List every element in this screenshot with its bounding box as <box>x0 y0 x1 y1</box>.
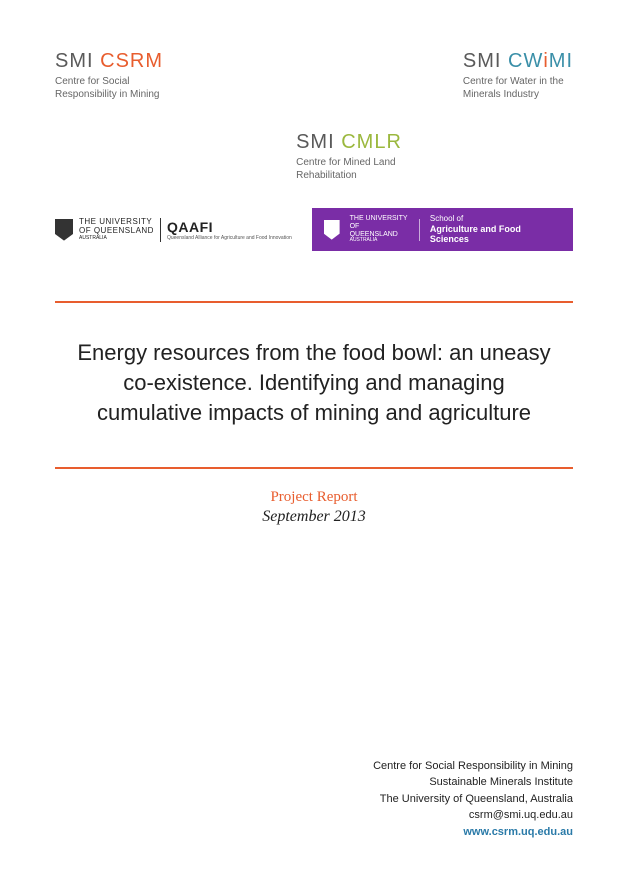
footer-contact: Centre for Social Responsibility in Mini… <box>373 758 573 841</box>
footer-line: Sustainable Minerals Institute <box>373 774 573 791</box>
divider <box>160 218 161 242</box>
qaafi-sub: Queensland Alliance for Agriculture and … <box>167 235 292 241</box>
brand-prefix: SMI <box>463 50 502 72</box>
footer-line: Centre for Social Responsibility in Mini… <box>373 758 573 775</box>
logo-subtitle: Centre for Mined Land Rehabilitation <box>296 156 402 182</box>
uq-line: OF QUEENSLAND <box>350 223 409 238</box>
document-title: Energy resources from the food bowl: an … <box>75 338 553 427</box>
logos-row-1: SMI CSRM Centre for Social Responsibilit… <box>55 50 573 101</box>
report-label: Project Report <box>55 489 573 506</box>
uq-crest-icon <box>55 219 73 241</box>
uq-line: THE UNIVERSITY <box>350 215 409 223</box>
report-date: September 2013 <box>55 508 573 526</box>
divider <box>419 219 420 241</box>
divider-bottom <box>55 467 573 469</box>
school-line: School of <box>430 214 561 224</box>
logo-uq-qaafi: THE UNIVERSITY OF QUEENSLAND AUSTRALIA Q… <box>55 218 292 242</box>
brand-part: MI <box>549 50 573 72</box>
uq-text: THE UNIVERSITY OF QUEENSLAND AUSTRALIA <box>79 218 154 241</box>
brand-main: CSRM <box>100 50 163 72</box>
logo-smi-cwimi: SMI CWiMI Centre for Water in the Minera… <box>463 50 573 101</box>
subtitle-line: Centre for Social <box>55 75 163 88</box>
school-line: Agriculture and Food Sciences <box>430 224 561 246</box>
school-text: School of Agriculture and Food Sciences <box>430 214 561 245</box>
qaafi-text: QAAFI Queensland Alliance for Agricultur… <box>167 219 292 241</box>
title-block: Energy resources from the food bowl: an … <box>55 303 573 467</box>
logo-subtitle: Centre for Water in the Minerals Industr… <box>463 75 573 101</box>
footer-website: www.csrm.uq.edu.au <box>373 824 573 841</box>
subtitle-line: Centre for Mined Land <box>296 156 402 169</box>
brand-prefix: SMI <box>55 50 94 72</box>
logos-row-2: SMI CMLR Centre for Mined Land Rehabilit… <box>125 131 573 183</box>
subtitle-line: Minerals Industry <box>463 88 573 101</box>
logo-text: SMI CSRM <box>55 50 163 73</box>
logo-text: SMI CWiMI <box>463 50 573 73</box>
logo-text: SMI CMLR <box>296 131 402 154</box>
footer-line: The University of Queensland, Australia <box>373 791 573 808</box>
uq-line: AUSTRALIA <box>79 236 154 242</box>
logo-uq-agriculture: THE UNIVERSITY OF QUEENSLAND AUSTRALIA S… <box>312 208 573 251</box>
subtitle-line: Centre for Water in the <box>463 75 573 88</box>
logos-row-3: THE UNIVERSITY OF QUEENSLAND AUSTRALIA Q… <box>55 208 573 251</box>
subtitle-line: Rehabilitation <box>296 169 402 182</box>
qaafi-word: QAAFI <box>167 219 292 235</box>
logo-smi-cmlr: SMI CMLR Centre for Mined Land Rehabilit… <box>296 131 402 182</box>
logo-subtitle: Centre for Social Responsibility in Mini… <box>55 75 163 101</box>
brand-prefix: SMI <box>296 131 335 153</box>
subtitle-line: Responsibility in Mining <box>55 88 163 101</box>
uq-text: THE UNIVERSITY OF QUEENSLAND AUSTRALIA <box>350 215 409 244</box>
uq-line: AUSTRALIA <box>350 238 409 244</box>
report-meta: Project Report September 2013 <box>55 489 573 526</box>
brand-part: CW <box>508 50 543 72</box>
brand-main: CMLR <box>341 131 402 153</box>
footer-email: csrm@smi.uq.edu.au <box>373 807 573 824</box>
logo-smi-csrm: SMI CSRM Centre for Social Responsibilit… <box>55 50 163 101</box>
uq-crest-icon <box>324 220 340 240</box>
